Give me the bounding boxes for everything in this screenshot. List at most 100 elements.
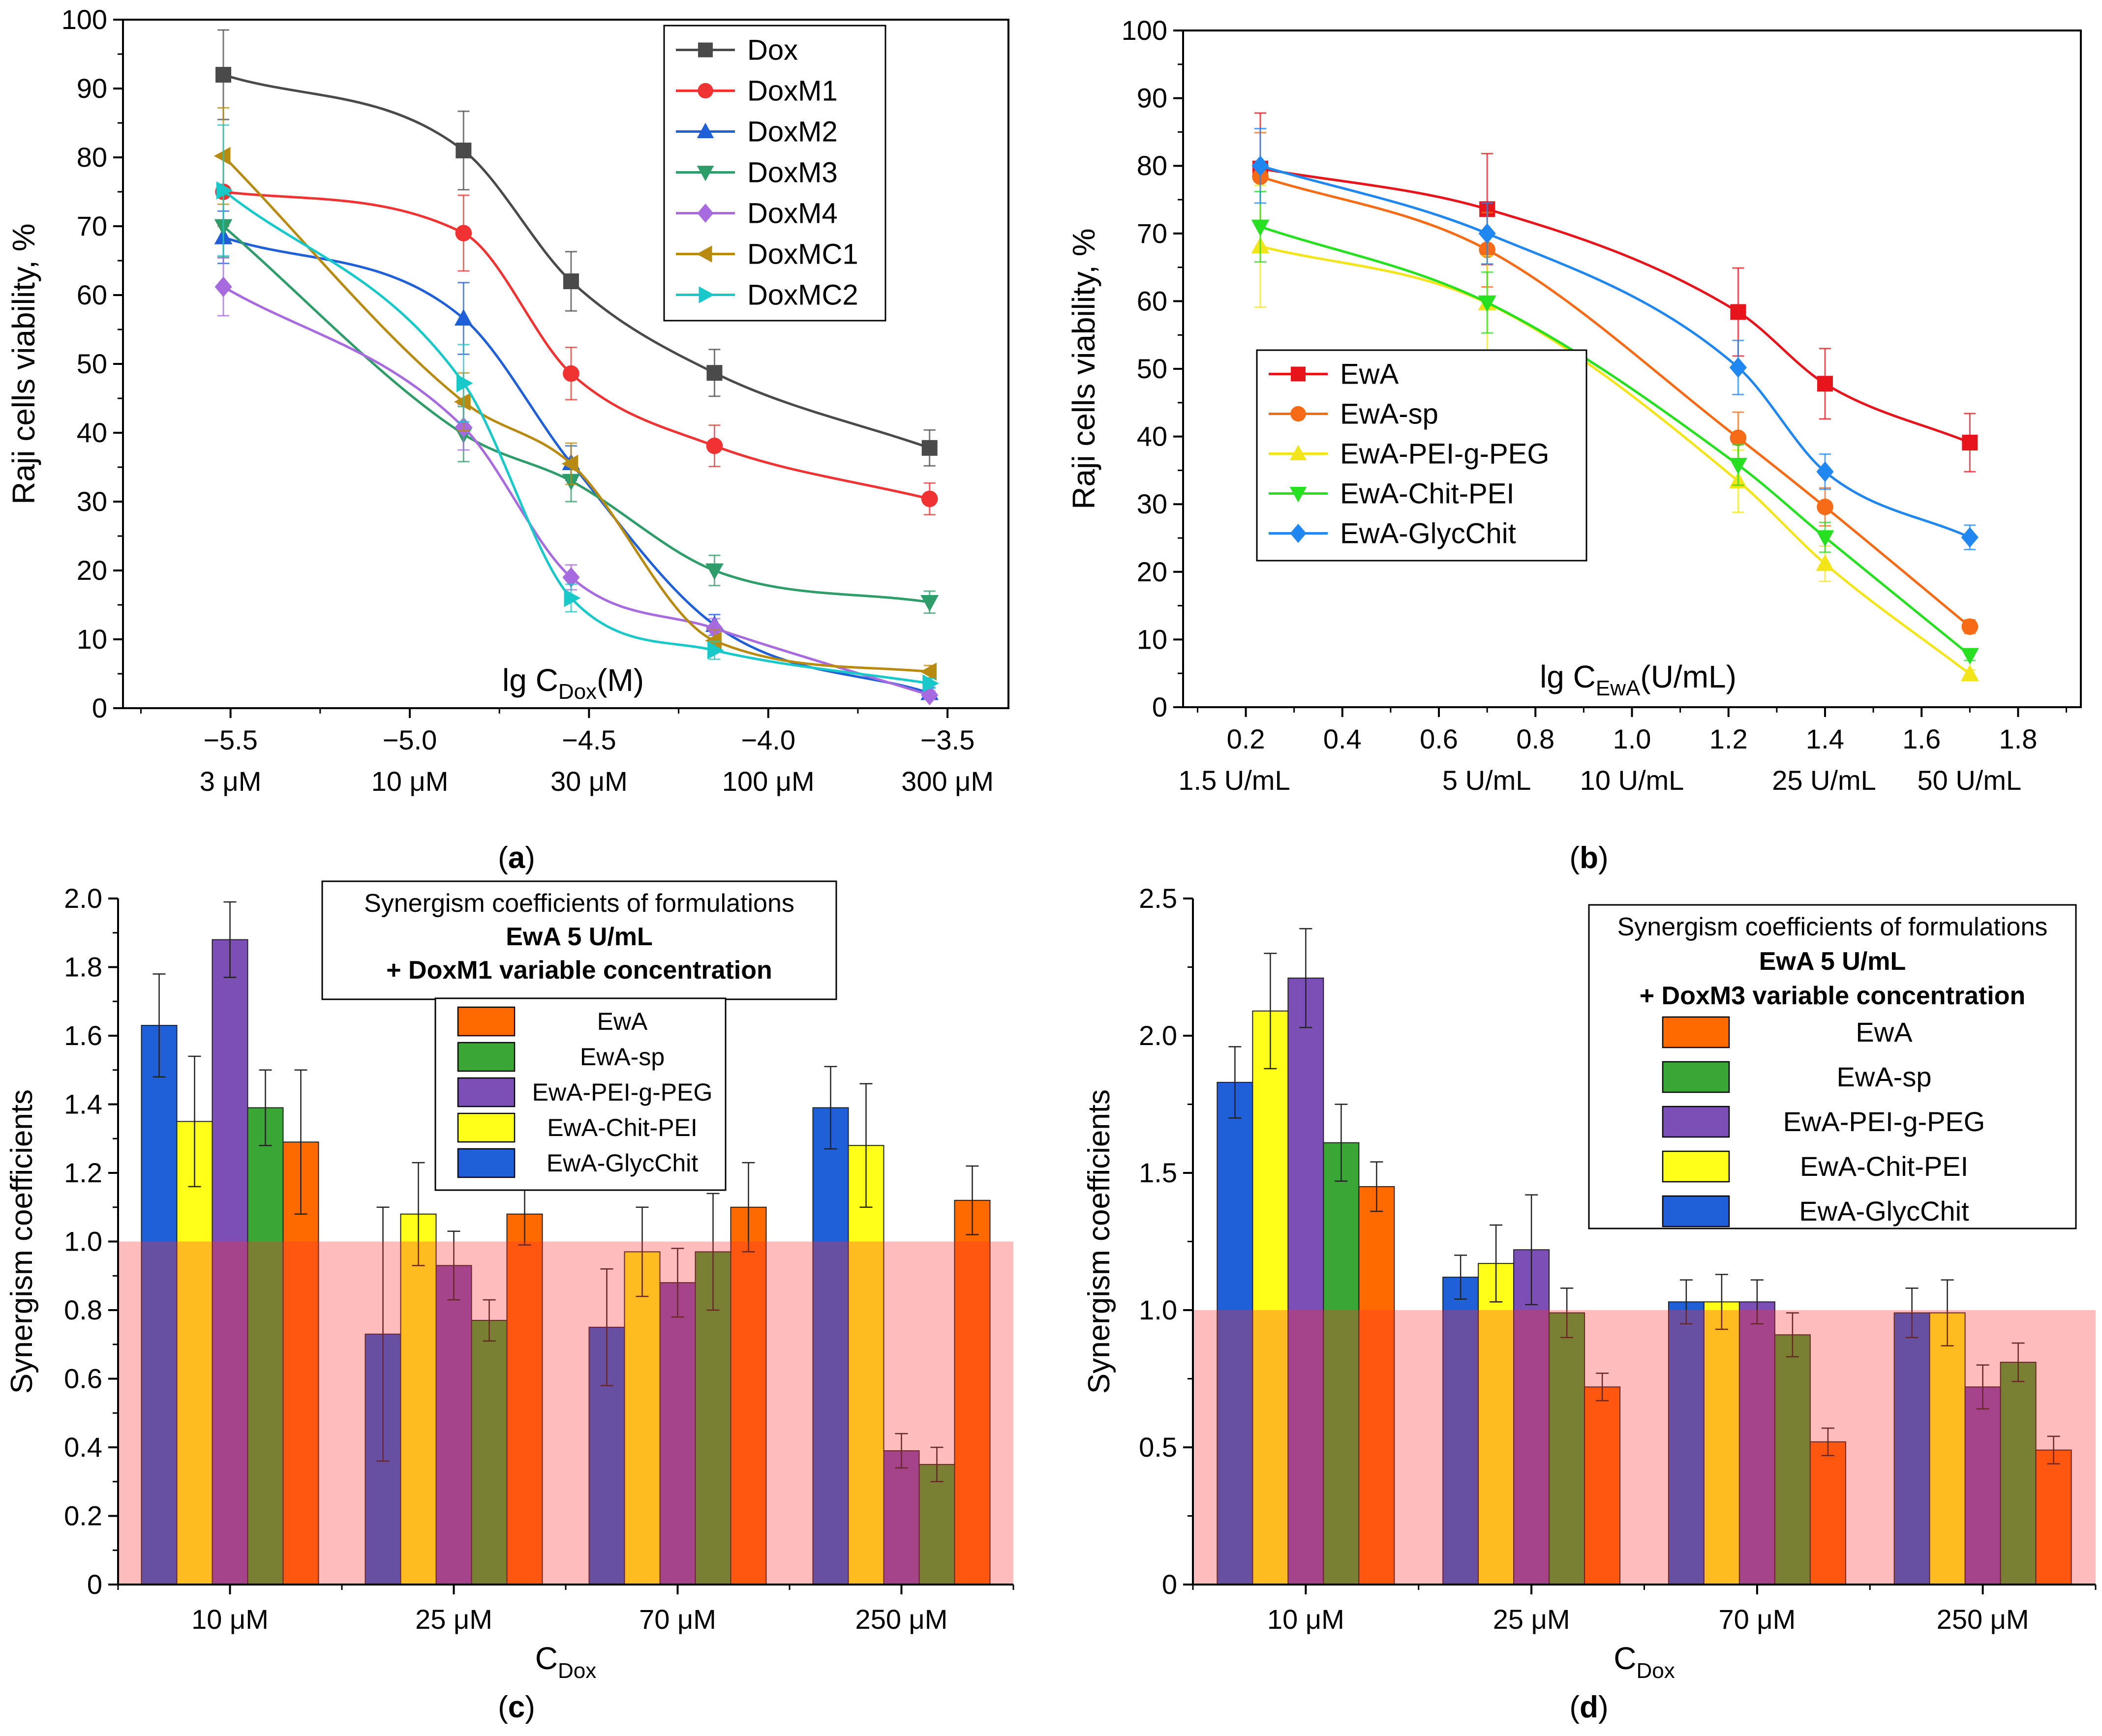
y-tick-label: 70 [1137, 218, 1167, 249]
legend-label-Dox: Dox [747, 34, 798, 66]
series-DoxMC2 [216, 124, 939, 692]
legend-label-EwA: EwA [597, 1008, 648, 1035]
data-point-EwA-sp [1817, 498, 1833, 515]
legend-label-EwA: EwA [1340, 359, 1399, 390]
x-tick-label: 1.0 [1613, 723, 1651, 754]
bar-EwA-PEI-g-PEG [659, 1282, 696, 1585]
bar-EwA-PEI-g-PEG [1287, 977, 1324, 1585]
legend: EwA EwA-sp EwA-PEI-g-PEG EwA-Chit-PEI EwA-Gl… [1256, 349, 1587, 562]
x-tick-label: 1.4 [1806, 723, 1844, 754]
data-point-EwA [1730, 304, 1746, 320]
x-tick-label: 70 μM [639, 1604, 716, 1635]
y-tick-label: 30 [1137, 488, 1167, 519]
data-point-Dox [921, 440, 938, 456]
legend-swatch-EwA-sp [457, 1042, 516, 1072]
data-point-EwA-Chit-PEI [1251, 219, 1270, 237]
series-line-EwA-PEI-g-PEG [1260, 245, 1971, 675]
x-concentration-label: 10 U/mL [1580, 765, 1684, 796]
data-point-DoxM2 [454, 309, 473, 326]
x-tick-label: −4.5 [562, 724, 616, 755]
data-point-DoxMC2 [216, 181, 233, 200]
y-tick-label: 1.0 [64, 1226, 102, 1257]
x-tick-label: 10 μM [1267, 1604, 1344, 1635]
y-tick-label: 100 [1122, 15, 1167, 46]
chart-title-line: EwA 5 U/mL [506, 923, 653, 951]
legend-swatch-EwA-GlycChit [457, 1148, 516, 1178]
y-tick-label: 2.0 [1139, 1020, 1177, 1051]
legend-marker-EwA [1291, 366, 1306, 382]
data-point-EwA-GlycChit [1816, 461, 1834, 482]
y-tick-label: 60 [1137, 285, 1167, 316]
legend-label-EwA-GlycChit: EwA-GlycChit [547, 1149, 698, 1177]
series-line-DoxM4 [222, 286, 930, 696]
legend-marker-DoxM4 [697, 204, 714, 223]
data-point-DoxMC1 [454, 392, 471, 411]
x-concentration-label: 100 μM [722, 766, 815, 797]
legend-marker-DoxM1 [698, 83, 713, 99]
legend-swatch-EwA [457, 1006, 516, 1037]
x-tick-label: 25 μM [415, 1604, 492, 1635]
x-tick-label: 1.8 [1999, 723, 2038, 754]
data-point-DoxM3 [920, 595, 939, 612]
x-axis-title: CDox [1614, 1641, 1675, 1683]
data-point-Dox [563, 273, 579, 289]
bar-EwA-PEI-g-PEG [883, 1450, 920, 1586]
bar-EwA-Chit-PEI [1252, 1010, 1289, 1585]
panel-label-a: (a) [498, 841, 535, 875]
legend-label-EwA-sp: EwA-sp [1837, 1061, 1932, 1092]
y-tick-label: 70 [77, 210, 107, 241]
data-point-EwA-Chit-PEI [1960, 648, 1979, 665]
data-point-EwA [1817, 376, 1833, 392]
legend: Dox DoxM1 DoxM2 DoxM3 DoxM4 DoxMC1 DoxMC2 [663, 25, 886, 322]
x-axis-title: lg CEwA(U/mL) [1540, 659, 1736, 700]
legend-label-EwA-GlycChit: EwA-GlycChit [1340, 518, 1516, 550]
legend-label-DoxM3: DoxM3 [747, 157, 838, 189]
legend-swatch-EwA [1662, 1016, 1730, 1048]
y-tick-label: 50 [77, 348, 107, 379]
y-tick-label: 0.5 [1139, 1432, 1177, 1463]
legend-label-EwA-Chit-PEI: EwA-Chit-PEI [1340, 478, 1515, 510]
bar-EwA-sp [247, 1107, 284, 1586]
x-tick-label: 0.6 [1420, 723, 1458, 754]
bar-EwA-PEI-g-PEG [1513, 1249, 1550, 1585]
data-point-DoxM1 [921, 490, 938, 508]
x-tick-label: 25 μM [1493, 1604, 1570, 1635]
data-point-DoxMC1 [213, 147, 231, 165]
series-EwA-GlycChit [1251, 128, 1979, 550]
y-tick-label: 2.5 [1139, 883, 1177, 914]
y-tick-label: 10 [1137, 624, 1167, 655]
bar-EwA-PEI-g-PEG [1964, 1386, 2001, 1585]
y-tick-label: 80 [1137, 150, 1167, 181]
x-concentration-label: 3 μM [200, 766, 262, 797]
y-tick-label: 20 [77, 555, 107, 586]
legend-swatch-EwA-PEI-g-PEG [1662, 1106, 1730, 1138]
y-tick-label: 100 [61, 4, 107, 35]
legend-marker-EwA-Chit-PEI [1289, 487, 1307, 503]
y-axis-title: Raji cells viability, % [1066, 228, 1101, 509]
y-axis-title: Synergism coefficients [5, 1089, 39, 1394]
x-tick-label: 1.2 [1709, 723, 1748, 754]
legend-label-EwA-sp: EwA-sp [580, 1043, 665, 1071]
panel-label-c: (c) [498, 1690, 535, 1724]
bar-EwA [2035, 1449, 2072, 1586]
x-tick-label: 1.6 [1902, 723, 1941, 754]
y-tick-label: 0 [1162, 1569, 1177, 1600]
x-concentration-label: 50 U/mL [1918, 765, 2022, 796]
legend-label-EwA-sp: EwA-sp [1340, 398, 1438, 430]
legend-label-EwA-PEI-g-PEG: EwA-PEI-g-PEG [532, 1078, 713, 1106]
bar-EwA-Chit-PEI [1929, 1312, 1966, 1586]
series-line-EwA-Chit-PEI [1260, 225, 1971, 656]
legend-label-DoxMC2: DoxMC2 [747, 279, 858, 311]
legend-box [663, 25, 886, 322]
panel-c-chart: 0 0.2 0.4 0.6 0.8 1.0 1.2 1.4 1.6 1.8 2.0 10 μM 25 μ… [5, 880, 1014, 1683]
y-tick-label: 1.0 [1139, 1294, 1177, 1325]
data-point-DoxMC2 [922, 674, 939, 692]
data-point-EwA [1962, 434, 1978, 450]
data-point-DoxMC2 [707, 641, 724, 659]
x-concentration-label: 25 U/mL [1772, 765, 1876, 796]
data-point-Dox [215, 67, 232, 83]
bar-EwA [1809, 1441, 1846, 1586]
y-tick-label: 50 [1137, 353, 1167, 384]
y-tick-label: 60 [77, 279, 107, 310]
x-tick-label: 250 μM [1937, 1604, 2029, 1635]
